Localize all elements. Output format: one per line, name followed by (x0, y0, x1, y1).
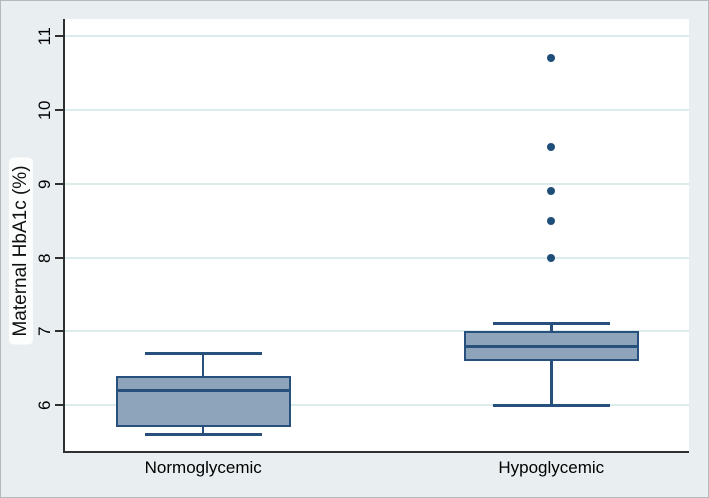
y-tick-label: 9 (35, 178, 54, 189)
y-tick-mark (55, 182, 63, 185)
y-tick-label: 6 (35, 400, 54, 411)
x-category-label-normoglycemic: Normoglycemic (144, 458, 262, 477)
y-axis-title: Maternal HbA1c (%) (9, 157, 33, 345)
y-tick-mark (55, 34, 63, 37)
plot-area (63, 19, 689, 451)
y-tick-mark (55, 330, 63, 333)
x-category-label-hypoglycemic: Hypoglycemic (498, 458, 605, 477)
x-axis-line (63, 451, 689, 453)
y-tick-mark (55, 404, 63, 407)
y-tick-label: 11 (35, 26, 54, 46)
y-tick-mark (55, 108, 63, 111)
y-tick-mark (55, 256, 63, 259)
y-tick-label: 7 (35, 326, 54, 337)
y-tick-label: 10 (35, 99, 54, 120)
y-tick-label: 8 (35, 252, 54, 263)
